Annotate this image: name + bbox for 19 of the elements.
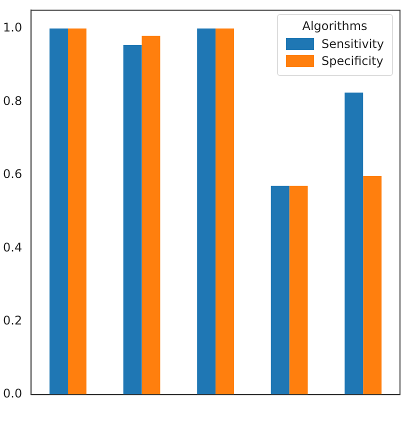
bar: [197, 28, 216, 395]
legend-label: Specificity: [322, 54, 384, 68]
bar: [50, 28, 68, 395]
legend-title: Algorithms: [301, 19, 368, 33]
y-tick-label: 0.0: [2, 386, 22, 401]
bar: [216, 28, 234, 395]
bar: [363, 176, 382, 395]
bar: [123, 44, 142, 395]
y-tick-label: 0.2: [2, 314, 22, 328]
y-tick-label: 0.4: [2, 240, 22, 254]
bar: [142, 36, 160, 395]
y-tick-label: 0.8: [2, 94, 22, 108]
bar: [289, 186, 308, 395]
y-tick-label: 1.0: [2, 20, 22, 35]
bar: [270, 186, 290, 395]
legend-label: Sensitivity: [322, 37, 384, 51]
bar: [68, 28, 86, 395]
y-tick-label: 0.6: [2, 167, 22, 182]
bar: [344, 92, 364, 395]
